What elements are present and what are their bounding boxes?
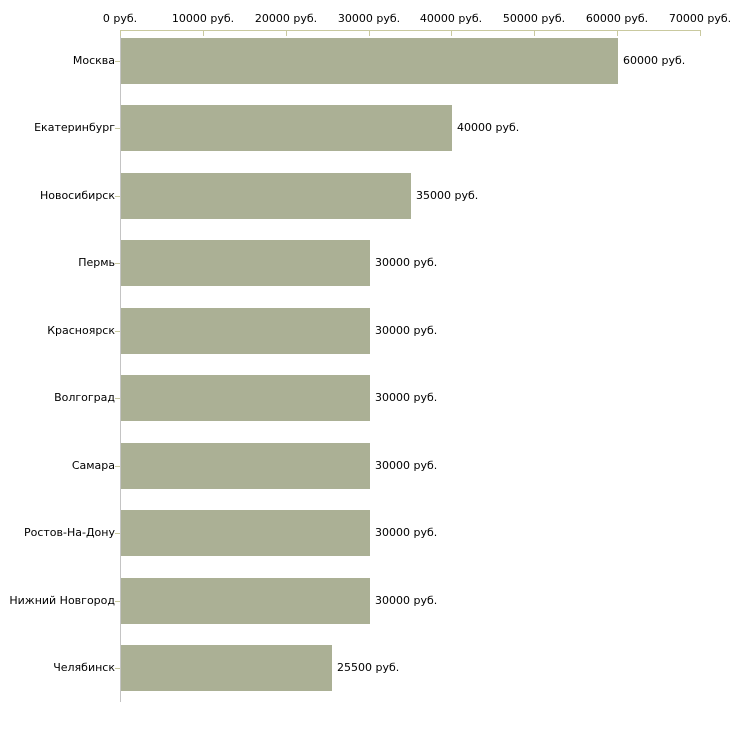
x-axis-line (120, 30, 701, 31)
x-tick (617, 30, 618, 36)
category-tick (115, 61, 120, 62)
category-tick (115, 263, 120, 264)
bar (121, 578, 370, 624)
category-label: Красноярск (47, 323, 115, 337)
category-label: Ростов-На-Дону (23, 526, 115, 539)
category-label: Самара (71, 458, 115, 472)
bar (121, 38, 618, 84)
category-label: Екатеринбург (34, 121, 115, 134)
x-tick-label: 40000 руб. (419, 12, 483, 25)
x-tick (120, 30, 121, 36)
bar (121, 105, 452, 151)
category-label: Нижний Новгород (9, 593, 115, 607)
bar-value-label: 30000 руб. (375, 526, 438, 539)
bar (121, 173, 411, 219)
category-tick (115, 466, 120, 467)
x-tick-label: 50000 руб. (502, 12, 566, 25)
bar (121, 308, 370, 354)
bar-value-label: 30000 руб. (375, 391, 438, 404)
category-tick (115, 398, 120, 399)
x-tick-label: 20000 руб. (254, 12, 318, 25)
x-tick-label: 70000 руб. (668, 12, 730, 25)
x-tick-label: 0 руб. (102, 12, 138, 25)
category-label: Челябинск (53, 661, 115, 674)
category-tick (115, 331, 120, 332)
x-tick-label: 10000 руб. (171, 12, 235, 25)
category-tick (115, 196, 120, 197)
category-tick (115, 668, 120, 669)
category-tick (115, 128, 120, 129)
bar-value-label: 60000 руб. (623, 53, 686, 67)
x-tick-label: 60000 руб. (585, 12, 649, 25)
bar-value-label: 30000 руб. (375, 593, 438, 607)
bar (121, 443, 370, 489)
bar-value-label: 25500 руб. (337, 661, 400, 674)
bar-value-label: 35000 руб. (416, 188, 479, 202)
bar (121, 240, 370, 286)
x-tick (286, 30, 287, 36)
bar-value-label: 30000 руб. (375, 458, 438, 472)
x-tick (534, 30, 535, 36)
category-label: Новосибирск (39, 188, 115, 202)
bar-value-label: 40000 руб. (457, 121, 520, 134)
bar-value-label: 30000 руб. (375, 323, 438, 337)
x-tick-label: 30000 руб. (337, 12, 401, 25)
x-tick (451, 30, 452, 36)
bar (121, 510, 370, 556)
bar-value-label: 30000 руб. (375, 256, 438, 269)
x-tick (203, 30, 204, 36)
x-tick (700, 30, 701, 36)
y-axis-line (120, 30, 121, 702)
category-tick (115, 533, 120, 534)
category-label: Москва (72, 53, 115, 67)
category-label: Волгоград (54, 391, 115, 404)
bar (121, 375, 370, 421)
category-label: Пермь (78, 256, 115, 269)
bar (121, 645, 332, 691)
category-tick (115, 601, 120, 602)
x-tick (369, 30, 370, 36)
